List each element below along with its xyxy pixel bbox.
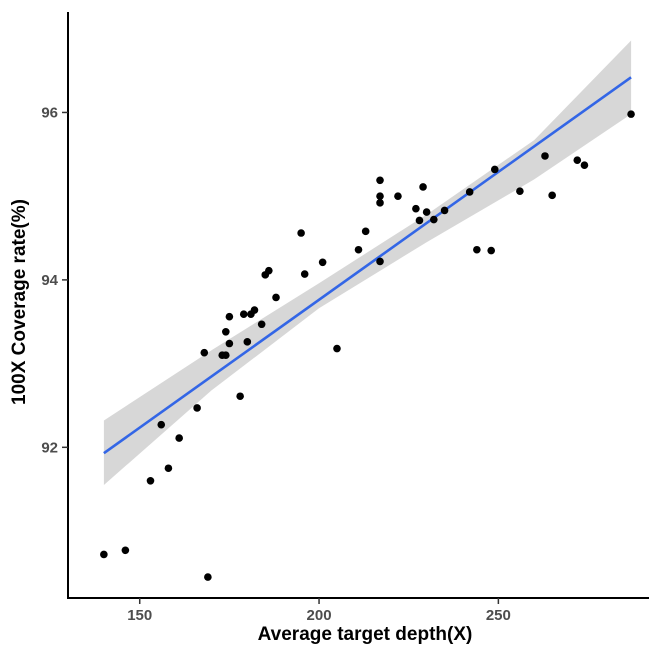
data-point — [251, 306, 259, 314]
data-point — [157, 421, 165, 429]
data-point — [394, 192, 402, 200]
regression-line — [104, 77, 631, 453]
data-point — [319, 259, 327, 267]
data-point — [200, 349, 208, 357]
data-point — [147, 477, 155, 485]
data-point — [627, 110, 635, 118]
data-point — [240, 310, 248, 318]
data-point — [548, 192, 556, 200]
data-point — [272, 294, 280, 302]
y-axis-ticks: 92 94 96 — [41, 104, 68, 456]
data-point — [573, 156, 581, 164]
data-point — [376, 199, 384, 207]
data-point — [265, 267, 273, 275]
x-axis-title: Average target depth(X) — [258, 624, 473, 645]
data-point — [355, 246, 363, 254]
data-point — [491, 166, 499, 174]
data-point — [222, 351, 230, 359]
data-point — [466, 188, 474, 196]
y-axis-title: 100X Coverage rate(%) — [9, 199, 30, 405]
data-point — [362, 228, 370, 236]
data-point — [222, 328, 230, 336]
data-point — [376, 258, 384, 266]
data-point — [541, 152, 549, 160]
y-tick-label: 92 — [41, 439, 58, 456]
data-point — [100, 551, 108, 559]
data-point — [297, 229, 305, 237]
data-point — [258, 320, 266, 328]
data-point — [581, 161, 589, 169]
data-point — [430, 216, 438, 224]
y-tick-label: 96 — [41, 104, 58, 121]
x-axis-ticks: 150 200 250 — [127, 598, 511, 624]
data-point — [204, 573, 212, 581]
data-point — [244, 338, 252, 346]
data-point — [376, 192, 384, 200]
data-point — [193, 404, 201, 412]
confidence-band — [104, 41, 631, 486]
x-tick-label: 150 — [127, 607, 152, 624]
data-point — [419, 183, 427, 191]
y-tick-label: 94 — [41, 272, 58, 289]
data-point — [226, 340, 234, 348]
data-point — [165, 464, 173, 472]
data-point — [516, 187, 524, 195]
data-point — [473, 246, 481, 254]
data-point — [423, 208, 431, 216]
data-point — [487, 247, 495, 255]
x-tick-label: 200 — [307, 607, 332, 624]
data-point — [376, 176, 384, 184]
data-point — [412, 205, 420, 213]
data-point — [441, 207, 449, 215]
data-point — [301, 270, 309, 278]
confidence-band-layer — [104, 41, 631, 486]
data-point — [226, 313, 234, 321]
x-tick-label: 250 — [486, 607, 511, 624]
data-points-layer — [100, 110, 635, 581]
data-point — [122, 546, 130, 554]
fit-line-layer — [104, 77, 631, 453]
data-point — [236, 392, 244, 400]
data-point — [175, 434, 183, 442]
data-point — [333, 345, 341, 353]
data-point — [416, 217, 424, 225]
